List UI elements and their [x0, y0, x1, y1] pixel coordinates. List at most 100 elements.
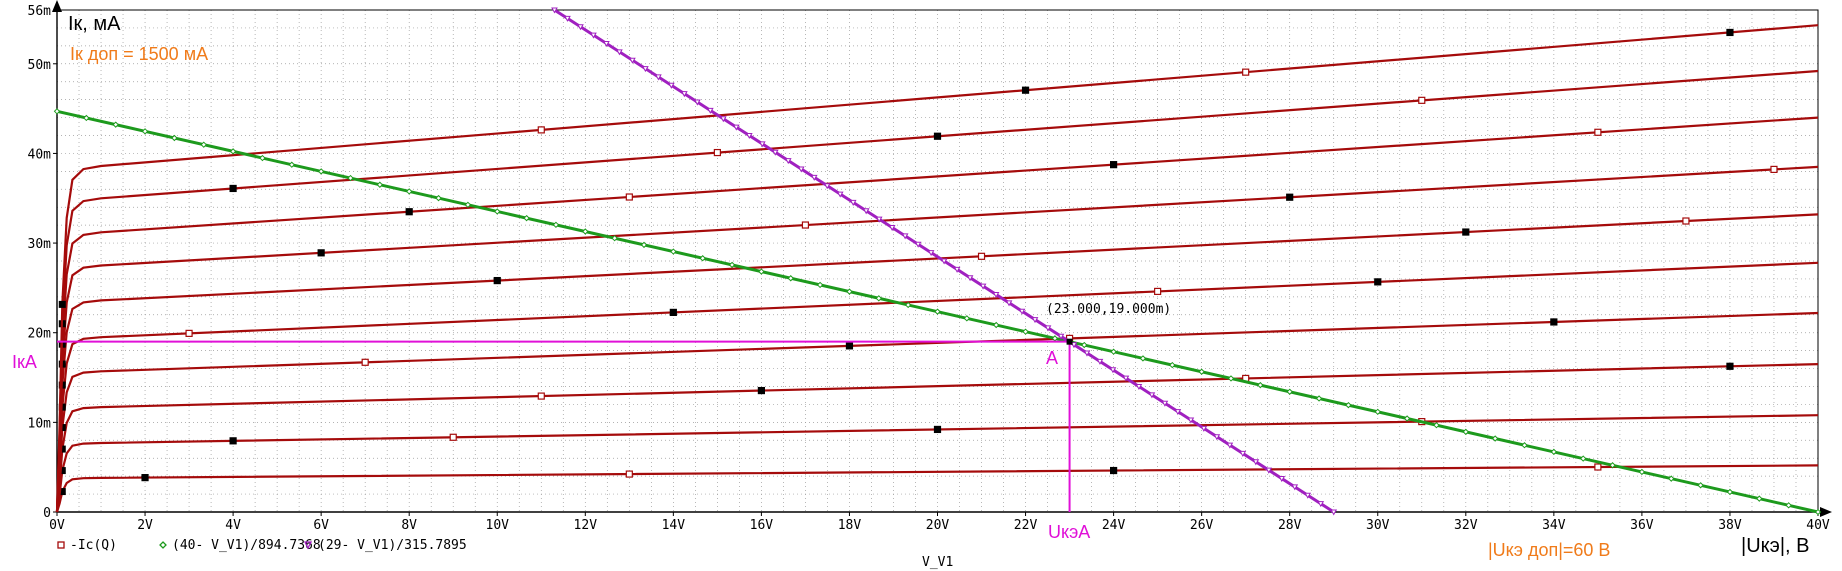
ic-marker [625, 470, 633, 478]
dc-load-marker [1814, 508, 1822, 516]
x-tick-label: 2V [137, 518, 153, 533]
dc-load-marker [141, 128, 149, 135]
ac-load-marker [681, 91, 688, 98]
dc-load-marker [83, 114, 90, 122]
ic-marker [933, 132, 942, 140]
ac-load-marker [1265, 467, 1273, 474]
y-axis-arrow [52, 0, 62, 12]
ac-load-marker [849, 199, 857, 206]
ac-load-marker [564, 15, 571, 22]
ac-load-marker [1278, 476, 1286, 483]
ic-marker [1418, 96, 1426, 104]
ic-marker [1462, 228, 1470, 236]
ac-load-marker [551, 7, 558, 14]
x-tick-label: 40V [1806, 518, 1830, 533]
ac-load-marker [1187, 417, 1195, 424]
ac-load-marker [1304, 492, 1312, 499]
x-tick-label: 32V [1454, 518, 1478, 533]
ic-marker [1682, 217, 1690, 225]
ac-load-marker [1070, 342, 1078, 349]
dc-load-marker [1110, 348, 1117, 355]
dc-load-marker [1668, 475, 1675, 482]
ac-load-marker [1135, 384, 1143, 391]
ic-marker [1109, 466, 1118, 475]
x-tick-label: 12V [574, 518, 598, 533]
tick-labels: 0V 2V 4V 6V 8V 10V 12V 14V 16V 18V 20V 22V 24V 26V 28V… [28, 4, 1830, 533]
dc-load-marker [376, 181, 384, 188]
dc-load-marker [1315, 395, 1323, 402]
dc-load-marker [494, 208, 501, 215]
x-tick-label: 6V [313, 518, 329, 533]
x-tick-label: 18V [838, 518, 862, 533]
dc-load-marker [670, 248, 677, 255]
legend-label-ic: -Ic(Q) [70, 538, 117, 553]
dc-load-marker [1697, 482, 1704, 489]
ic-marker [361, 358, 369, 366]
ic-marker [1594, 463, 1602, 471]
dc-load-marker [1521, 442, 1528, 449]
operating-point-marker [1066, 338, 1073, 345]
x-tick-label: 8V [401, 518, 417, 533]
ac-load-marker [1291, 484, 1299, 491]
ic-marker [1242, 68, 1250, 76]
x-tick-label: 20V [926, 518, 950, 533]
dc-load-marker [259, 154, 266, 162]
ac-load-marker [719, 116, 727, 123]
y-tick-label: 30m [28, 237, 52, 252]
dc-load-marker [552, 221, 560, 229]
y-axis-title: Iк, мА [68, 13, 121, 35]
x-tick-label: 30V [1366, 518, 1390, 533]
uk-projection-label: UкэA [1048, 522, 1090, 542]
ic-marker [405, 208, 413, 216]
x-tick-label: 16V [750, 518, 774, 533]
op-coordinate-label: (23.000,19.000m) [1046, 302, 1171, 317]
dc-load-marker [1491, 435, 1499, 442]
dc-load-marker [1403, 415, 1411, 422]
ic-marker [141, 474, 149, 482]
ic-marker [1021, 86, 1030, 94]
ac-load-marker [629, 57, 636, 64]
ac-load-marker [888, 225, 896, 232]
dc-load-marker [1139, 355, 1147, 362]
dc-load-marker [1609, 462, 1616, 469]
ac-load-marker [1031, 317, 1039, 324]
y-tick-label: 0 [43, 506, 51, 521]
x-tick-label: 14V [662, 518, 686, 533]
annotation-uk-max: |Uкэ доп|=60 В [1488, 540, 1610, 560]
ac-load-marker [953, 266, 961, 273]
dc-load-marker [1169, 361, 1176, 369]
ic-curve [55, 24, 1819, 513]
ic-marker [757, 386, 766, 395]
y-tick-label: 10m [28, 416, 52, 431]
ac-load-marker [1330, 509, 1338, 516]
ac-load-marker [1161, 400, 1169, 407]
x-tick-label: 38V [1718, 518, 1742, 533]
legend-label-dc-load: (40- V_V1)/894.7368 [172, 538, 321, 553]
x-tick-label: 22V [1014, 518, 1038, 533]
dc-load-marker [1345, 401, 1352, 409]
dc-load-marker [1462, 428, 1470, 436]
ac-load-marker [784, 158, 792, 165]
dc-load-marker [816, 281, 824, 289]
ac-load-marker [1200, 425, 1208, 432]
ac-load-marker [927, 250, 935, 257]
ic-marker [537, 392, 545, 400]
dc-load-marker [699, 255, 706, 262]
ac-load-marker [1226, 442, 1234, 449]
ac-load-marker [668, 82, 675, 89]
legend-marker-dc-load [159, 541, 167, 549]
ac-load-marker [590, 32, 597, 39]
ac-load-marker [1317, 501, 1325, 508]
dc-load-marker [846, 288, 853, 295]
ac-load-marker [1109, 367, 1117, 374]
ac-load-marker [966, 275, 974, 282]
dc-load-marker [171, 134, 178, 142]
ac-load-marker [1083, 350, 1091, 357]
ac-load-marker [836, 191, 844, 198]
ac-load-marker [1018, 308, 1026, 315]
legend: -Ic(Q) (40- V_V1)/894.7368 (29- V_V1)/31… [57, 538, 467, 553]
dc-load-marker [934, 308, 941, 315]
ac-load-marker [1096, 358, 1104, 365]
x-axis-title-custom: |Uкэ|, В [1741, 535, 1809, 557]
ac-load-marker [862, 208, 870, 215]
